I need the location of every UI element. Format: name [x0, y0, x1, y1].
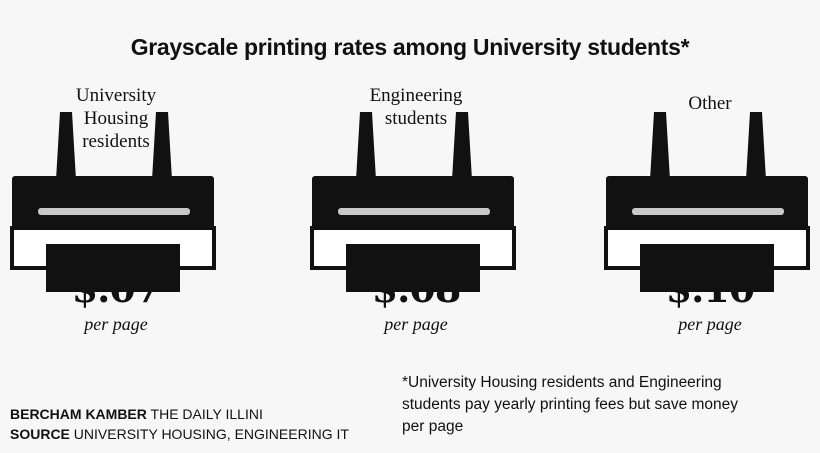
author-credit: BERCHAM KAMBER THE DAILY ILLINI [10, 406, 263, 422]
price-value: $.07 [71, 266, 162, 311]
printer-group-housing: University Housing residents $.07 per pa… [6, 0, 226, 360]
source-key: SOURCE [10, 426, 70, 442]
footnote: *University Housing residents and Engine… [402, 374, 739, 435]
printer-icon [604, 112, 810, 292]
printer-group-engineering: Engineering students $.08 per page [306, 0, 526, 360]
author-publication: THE DAILY ILLINI [150, 406, 263, 422]
source-value: UNIVERSITY HOUSING, ENGINEERING IT [73, 426, 349, 442]
price-unit: per page [84, 314, 148, 334]
price-value: $.10 [665, 266, 756, 311]
author-name: BERCHAM KAMBER [10, 406, 147, 422]
group-label: Engineering students [369, 85, 463, 129]
price-unit: per page [384, 314, 448, 334]
printer-icon [310, 112, 516, 292]
source-credit: SOURCE UNIVERSITY HOUSING, ENGINEERING I… [10, 426, 349, 442]
price-value: $.08 [371, 266, 462, 311]
printer-icon [10, 112, 216, 292]
group-label: Other [688, 93, 732, 114]
group-label: University Housing residents [75, 85, 157, 152]
price-unit: per page [678, 314, 742, 334]
printer-group-other: Other $.10 per page [600, 0, 820, 360]
chart-title: Grayscale printing rates among Universit… [130, 34, 690, 60]
